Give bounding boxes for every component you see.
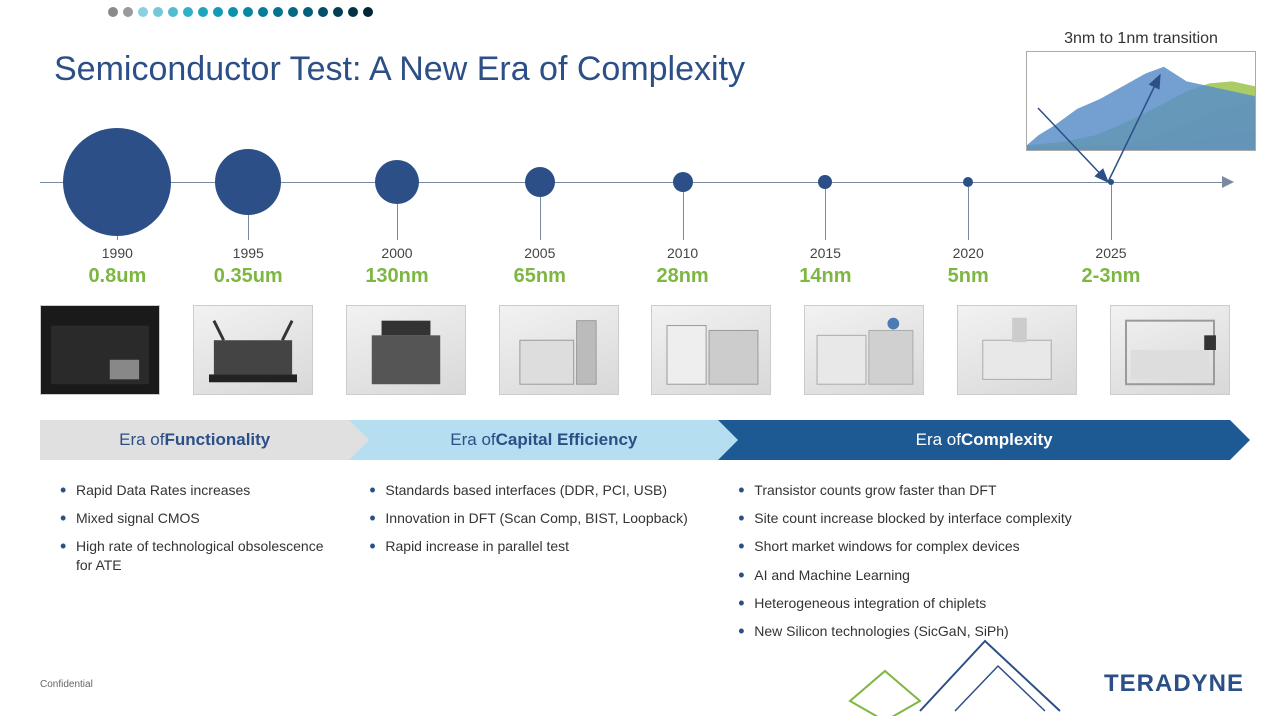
header-dots: [108, 7, 373, 17]
equipment-image: [1110, 305, 1230, 395]
header-dot: [168, 7, 178, 17]
header-dot: [288, 7, 298, 17]
header-dot: [228, 7, 238, 17]
timeline-stem: [540, 197, 541, 240]
header-dot: [363, 7, 373, 17]
header-dot: [273, 7, 283, 17]
era-segment: Era of Capital Efficiency: [349, 420, 718, 460]
bullets-row: Rapid Data Rates increasesMixed signal C…: [40, 470, 1230, 645]
bullet-item: Site count increase blocked by interface…: [738, 504, 1210, 532]
chevron-right-icon: [1230, 420, 1250, 460]
bullet-item: Innovation in DFT (Scan Comp, BIST, Loop…: [369, 504, 698, 532]
timeline-size: 14nm: [799, 265, 851, 288]
timeline-stem: [248, 215, 249, 240]
timeline: 1990 0.8um 1995 0.35um 2000 130nm 2005 65nm 2010…: [40, 120, 1230, 290]
timeline-size: 130nm: [365, 265, 428, 288]
timeline-circle: [375, 160, 419, 204]
equipment-image: [651, 305, 771, 395]
header-dot: [183, 7, 193, 17]
confidential-label: Confidential: [40, 679, 93, 690]
timeline-circle: [963, 177, 973, 187]
header-dot: [213, 7, 223, 17]
timeline-circle: [525, 167, 555, 197]
timeline-year: 2000: [381, 245, 412, 261]
bullet-item: Rapid Data Rates increases: [60, 476, 329, 504]
era-prefix: Era of: [916, 430, 961, 450]
equipment-image: [346, 305, 466, 395]
bullet-item: Rapid increase in parallel test: [369, 532, 698, 560]
header-dot: [123, 7, 133, 17]
timeline-year: 1990: [102, 245, 133, 261]
chevron-right-icon: [349, 420, 369, 460]
era-name: Complexity: [961, 430, 1053, 450]
footer-shapes: [810, 626, 1090, 716]
header-dot: [153, 7, 163, 17]
timeline-size: 0.8um: [88, 265, 146, 288]
bullet-item: Heterogeneous integration of chiplets: [738, 589, 1210, 617]
equipment-image: [193, 305, 313, 395]
timeline-stem: [1111, 185, 1112, 240]
bullet-item: Short market windows for complex devices: [738, 532, 1210, 560]
page-title: Semiconductor Test: A New Era of Complex…: [54, 50, 745, 89]
era-bar: Era of FunctionalityEra of Capital Effic…: [40, 420, 1230, 460]
timeline-stem: [117, 236, 118, 240]
timeline-year: 2010: [667, 245, 698, 261]
header-dot: [243, 7, 253, 17]
timeline-size: 65nm: [514, 265, 566, 288]
timeline-stem: [825, 189, 826, 240]
inset-chart-title: 3nm to 1nm transition: [1026, 30, 1256, 48]
timeline-circle: [673, 172, 693, 192]
equipment-image: [40, 305, 160, 395]
header-dot: [138, 7, 148, 17]
timeline-stem: [683, 192, 684, 240]
timeline-year: 1995: [233, 245, 264, 261]
timeline-size: 28nm: [656, 265, 708, 288]
bullet-item: Transistor counts grow faster than DFT: [738, 476, 1210, 504]
era-prefix: Era of: [450, 430, 495, 450]
header-dot: [318, 7, 328, 17]
timeline-size: 0.35um: [214, 265, 283, 288]
header-dot: [108, 7, 118, 17]
teradyne-logo: TERADYNE: [1104, 670, 1244, 698]
equipment-image: [499, 305, 619, 395]
chevron-right-icon: [718, 420, 738, 460]
timeline-arrowhead: [1222, 176, 1234, 188]
timeline-year: 2025: [1095, 245, 1126, 261]
bullet-item: AI and Machine Learning: [738, 561, 1210, 589]
timeline-year: 2020: [953, 245, 984, 261]
timeline-stem: [968, 187, 969, 240]
timeline-circle: [63, 128, 171, 236]
equipment-image: [804, 305, 924, 395]
header-dot: [333, 7, 343, 17]
bullets-column: Standards based interfaces (DDR, PCI, US…: [349, 470, 718, 645]
header-dot: [258, 7, 268, 17]
era-prefix: Era of: [119, 430, 164, 450]
timeline-stem: [397, 204, 398, 240]
era-name: Capital Efficiency: [496, 430, 638, 450]
timeline-size: 2-3nm: [1082, 265, 1141, 288]
timeline-circle: [215, 149, 281, 215]
bullets-column: Rapid Data Rates increasesMixed signal C…: [40, 470, 349, 645]
bullets-column: Transistor counts grow faster than DFTSi…: [718, 470, 1230, 645]
timeline-size: 5nm: [948, 265, 989, 288]
era-segment: Era of Functionality: [40, 420, 349, 460]
bullet-item: Mixed signal CMOS: [60, 504, 329, 532]
header-dot: [348, 7, 358, 17]
timeline-year: 2015: [810, 245, 841, 261]
equipment-image: [957, 305, 1077, 395]
equipment-row: [40, 300, 1230, 400]
timeline-circle: [818, 175, 832, 189]
era-name: Functionality: [164, 430, 270, 450]
bullet-item: Standards based interfaces (DDR, PCI, US…: [369, 476, 698, 504]
bullet-item: High rate of technological obsolescence …: [60, 532, 329, 578]
timeline-year: 2005: [524, 245, 555, 261]
header-dot: [303, 7, 313, 17]
era-segment: Era of Complexity: [718, 420, 1230, 460]
header-dot: [198, 7, 208, 17]
